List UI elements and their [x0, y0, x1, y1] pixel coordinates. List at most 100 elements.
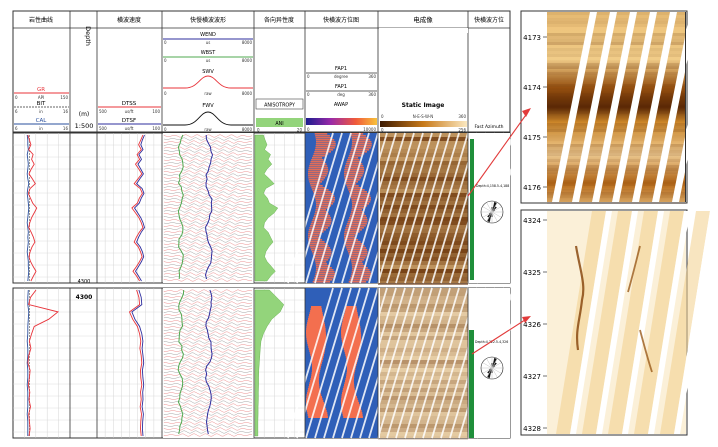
svg-text:us/ft: us/ft — [125, 126, 134, 131]
svg-text:SWV: SWV — [202, 69, 214, 75]
lower-static-image — [378, 288, 468, 438]
zoom-bottom-fracture-1 — [574, 245, 585, 351]
cal-scale: CAL 6 in 16 — [14, 118, 69, 131]
zoom-bottom-gap — [570, 211, 612, 434]
wend-scale: WEND 0 us 8000 — [163, 32, 253, 45]
upper-rose-diagram — [480, 200, 504, 224]
zoom-bottom-texture — [556, 211, 716, 434]
svg-text:GR: GR — [37, 87, 45, 93]
depth-tick-label: 4324 — [523, 217, 541, 225]
zoom-bottom-band — [634, 211, 684, 434]
upper-gr-curve — [27, 134, 38, 282]
svg-text:256: 256 — [458, 128, 466, 133]
track-title-lithology: 岩性曲线 — [29, 16, 53, 24]
gr-scale: GR 0 API 150 — [14, 87, 69, 100]
zoom-bottom-fracture-2 — [627, 245, 641, 293]
svg-text:CAL: CAL — [36, 118, 48, 124]
svg-text:360: 360 — [368, 92, 376, 97]
zoom-top-gap — [632, 12, 677, 202]
zoom-top-gap — [672, 12, 717, 202]
svg-text:0: 0 — [15, 95, 18, 100]
lower-curves — [26, 289, 285, 437]
track-title-electrical-image: 电成像 — [413, 15, 433, 24]
depth-tick-label: 4328 — [523, 425, 541, 433]
svg-text:0: 0 — [257, 128, 260, 133]
lower-dtss-curve — [128, 289, 143, 437]
svg-text:100: 100 — [152, 126, 160, 131]
svg-text:raw: raw — [204, 91, 212, 96]
swv-trace — [205, 289, 213, 435]
svg-text:8000: 8000 — [242, 40, 253, 45]
log-header: 岩性曲线 Depth 横波速度 快慢横波波形 各向异性度 快横波方位图 电成像 … — [12, 10, 511, 133]
svg-text:500: 500 — [99, 109, 107, 114]
svg-text:0: 0 — [164, 91, 167, 96]
swv-scale: SWV 0 raw 8000 — [163, 69, 253, 96]
svg-text:DTSF: DTSF — [122, 118, 136, 124]
lower-dtsf-curve — [131, 289, 145, 437]
svg-text:degree: degree — [334, 74, 349, 79]
svg-text:WEND: WEND — [200, 32, 216, 38]
upper-anisotropy-area — [254, 134, 279, 282]
svg-text:500: 500 — [99, 126, 107, 131]
svg-text:360: 360 — [458, 114, 466, 119]
depth-tick-label: 4325 — [523, 269, 541, 277]
svg-text:360: 360 — [368, 74, 376, 79]
svg-text:deg: deg — [337, 92, 345, 97]
svg-text:0: 0 — [307, 92, 310, 97]
arrow-head-top — [522, 108, 531, 117]
lower-log-panel: Depth:4,322.5-4,326 4300 — [12, 287, 523, 440]
depth-tick-label: 4327 — [523, 373, 541, 381]
static-image-scale: Static Image N-E-S-W-N 0 360 0 256 — [379, 28, 468, 133]
upper-static-image-texture — [287, 132, 523, 285]
svg-text:6: 6 — [15, 109, 18, 114]
lower-cal-curve — [26, 289, 30, 436]
svg-text:0: 0 — [164, 127, 167, 132]
svg-text:6: 6 — [15, 126, 18, 131]
depth-scale: 1:500 — [75, 122, 94, 130]
anisotropy-scale: ANISOTROPY ANI 0 20 — [255, 98, 304, 133]
svg-text:ANI: ANI — [275, 121, 283, 127]
lower-anisotropy-area — [254, 289, 285, 437]
svg-text:FAP1: FAP1 — [335, 66, 347, 72]
track-title-depth: Depth — [84, 26, 92, 46]
zoom-top-gap — [572, 12, 617, 202]
svg-text:API: API — [38, 95, 44, 100]
depth-tick-label: 4175 — [523, 134, 541, 142]
depth-unit: (m) — [79, 111, 90, 118]
svg-text:raw: raw — [204, 127, 212, 132]
zoom-bottom-band — [608, 211, 658, 434]
fwv-scale: FWV 0 raw 8000 — [163, 103, 253, 132]
depth-tick-label: 4176 — [523, 184, 541, 192]
svg-text:in: in — [39, 109, 43, 114]
svg-text:100: 100 — [152, 109, 160, 114]
annotation-arrows — [467, 108, 531, 355]
svg-text:8000: 8000 — [242, 91, 253, 96]
svg-text:FWV: FWV — [202, 103, 214, 109]
lower-depth-interval-bar — [469, 330, 474, 438]
zoom-panel-top: 4173 4174 4175 4176 — [520, 10, 718, 204]
svg-text:Static Image: Static Image — [402, 102, 445, 109]
zoom-bottom-band — [582, 211, 632, 434]
depth-tick-label: 4326 — [523, 321, 541, 329]
svg-text:16: 16 — [63, 109, 69, 114]
arrow-head-bottom — [522, 316, 531, 323]
svg-text:us: us — [206, 40, 211, 45]
svg-text:10000: 10000 — [363, 127, 376, 132]
svg-text:8000: 8000 — [242, 58, 253, 63]
upper-dtsf-curve — [133, 134, 145, 282]
depth-tick-label: 4174 — [523, 84, 541, 92]
svg-text:150: 150 — [60, 95, 68, 100]
svg-text:0: 0 — [164, 40, 167, 45]
track-title-shear-velocity: 横波速度 — [117, 16, 141, 24]
zoom-top-texture — [547, 12, 718, 204]
upper-curves — [26, 134, 279, 282]
arrow-to-bottom-zoom — [471, 317, 529, 355]
wbst-scale: WBST 0 us 8000 — [163, 50, 253, 63]
fwv-trace — [177, 289, 185, 435]
svg-text:BIT: BIT — [37, 101, 46, 107]
svg-text:FAP1: FAP1 — [335, 84, 347, 90]
track-title-anisotropy: 各向异性度 — [264, 16, 294, 24]
zoom-top-depth-axis: 4173 4174 4175 4176 — [523, 34, 547, 192]
lower-waveforms — [163, 289, 253, 437]
